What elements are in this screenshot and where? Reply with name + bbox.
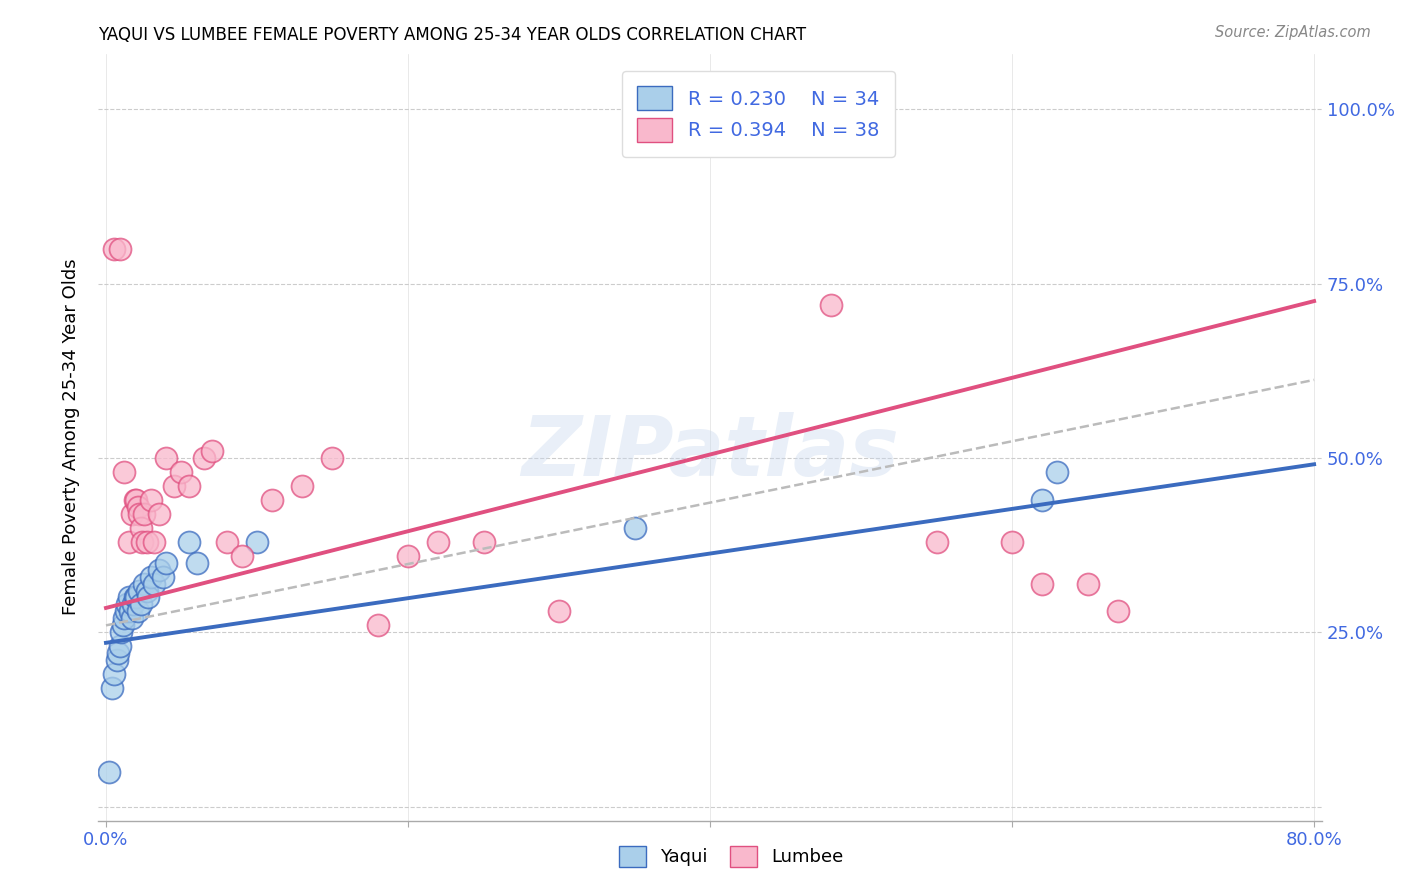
Point [129, 521, 152, 535]
Text: ZIPatlas: ZIPatlas [522, 412, 898, 493]
Point [472, 534, 495, 549]
Point [262, 492, 284, 507]
Point [1001, 534, 1024, 549]
Point [124, 492, 146, 507]
Point [125, 492, 148, 507]
Point [129, 598, 152, 612]
Point [121, 611, 143, 625]
Point [396, 549, 419, 563]
Point [143, 576, 166, 591]
Point [120, 604, 142, 618]
Legend: R = 0.230    N = 34, R = 0.394    N = 38: R = 0.230 N = 34, R = 0.394 N = 38 [621, 70, 896, 157]
Point [291, 479, 314, 493]
Point [186, 556, 208, 570]
Point [231, 549, 253, 563]
Point [112, 465, 135, 479]
Point [170, 465, 193, 479]
Point [246, 534, 269, 549]
Point [215, 534, 238, 549]
Point [163, 479, 186, 493]
Legend: Yaqui, Lumbee: Yaqui, Lumbee [612, 838, 851, 874]
Point [131, 534, 153, 549]
Point [111, 618, 134, 632]
Point [135, 583, 157, 598]
Point [367, 618, 389, 632]
Point [98, 764, 121, 779]
Point [141, 492, 163, 507]
Point [132, 507, 155, 521]
Point [127, 500, 149, 514]
Point [103, 242, 125, 256]
Point [128, 583, 150, 598]
Point [117, 534, 139, 549]
Point [148, 507, 170, 521]
Point [128, 507, 150, 521]
Point [127, 604, 149, 618]
Point [177, 479, 200, 493]
Point [112, 611, 135, 625]
Point [132, 576, 155, 591]
Point [427, 534, 450, 549]
Point [623, 521, 645, 535]
Point [201, 444, 224, 458]
Point [114, 604, 136, 618]
Point [820, 297, 842, 311]
Point [1031, 576, 1053, 591]
Point [1046, 465, 1069, 479]
Text: Source: ZipAtlas.com: Source: ZipAtlas.com [1215, 25, 1371, 40]
Point [121, 507, 143, 521]
Point [148, 563, 170, 577]
Point [108, 242, 131, 256]
Point [1107, 604, 1129, 618]
Point [115, 598, 138, 612]
Y-axis label: Female Poverty Among 25-34 Year Olds: Female Poverty Among 25-34 Year Olds [62, 259, 80, 615]
Point [193, 450, 215, 465]
Point [1031, 492, 1053, 507]
Point [321, 450, 343, 465]
Point [155, 450, 177, 465]
Point [105, 653, 128, 667]
Point [103, 667, 125, 681]
Point [136, 591, 159, 605]
Point [101, 681, 124, 695]
Point [107, 646, 129, 660]
Point [124, 591, 146, 605]
Point [1077, 576, 1099, 591]
Point [141, 569, 163, 583]
Point [108, 640, 131, 654]
Point [925, 534, 948, 549]
Point [122, 598, 145, 612]
Point [143, 534, 166, 549]
Point [177, 534, 200, 549]
Point [117, 591, 139, 605]
Text: YAQUI VS LUMBEE FEMALE POVERTY AMONG 25-34 YEAR OLDS CORRELATION CHART: YAQUI VS LUMBEE FEMALE POVERTY AMONG 25-… [98, 26, 807, 44]
Point [110, 625, 132, 640]
Point [125, 591, 148, 605]
Point [155, 556, 177, 570]
Point [135, 534, 157, 549]
Point [548, 604, 571, 618]
Point [152, 569, 174, 583]
